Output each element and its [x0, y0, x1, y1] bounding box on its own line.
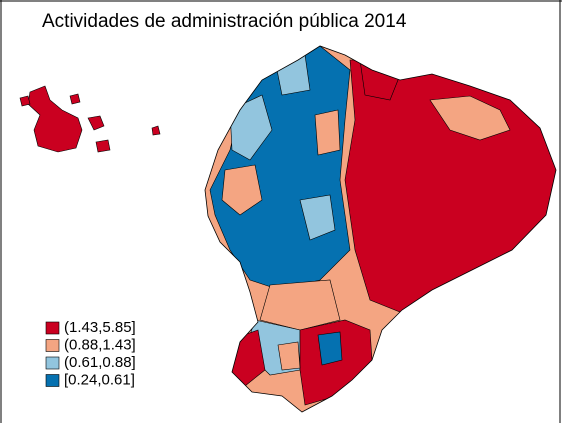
legend-label: (1.43,5.85] — [64, 319, 136, 336]
region — [314, 109, 341, 156]
region — [429, 95, 511, 141]
map-title: Actividades de administración pública 20… — [42, 11, 407, 32]
region — [299, 194, 336, 241]
region — [229, 94, 273, 161]
mainland-outline — [204, 45, 557, 413]
region — [277, 341, 301, 371]
legend-label: (0.61,0.88] — [64, 354, 136, 371]
legend-label: (0.88,1.43] — [64, 336, 136, 353]
region — [221, 164, 263, 216]
legend-swatch — [45, 356, 60, 370]
legend-label: [0.24,0.61] — [64, 371, 135, 388]
region — [317, 331, 343, 366]
legend-swatch — [45, 321, 60, 335]
legend: (1.43,5.85](0.88,1.43](0.61,0.88][0.24,0… — [45, 319, 136, 388]
legend-swatch — [45, 374, 60, 387]
galapagos — [19, 85, 161, 153]
region — [259, 279, 341, 331]
legend-swatch — [45, 339, 60, 352]
